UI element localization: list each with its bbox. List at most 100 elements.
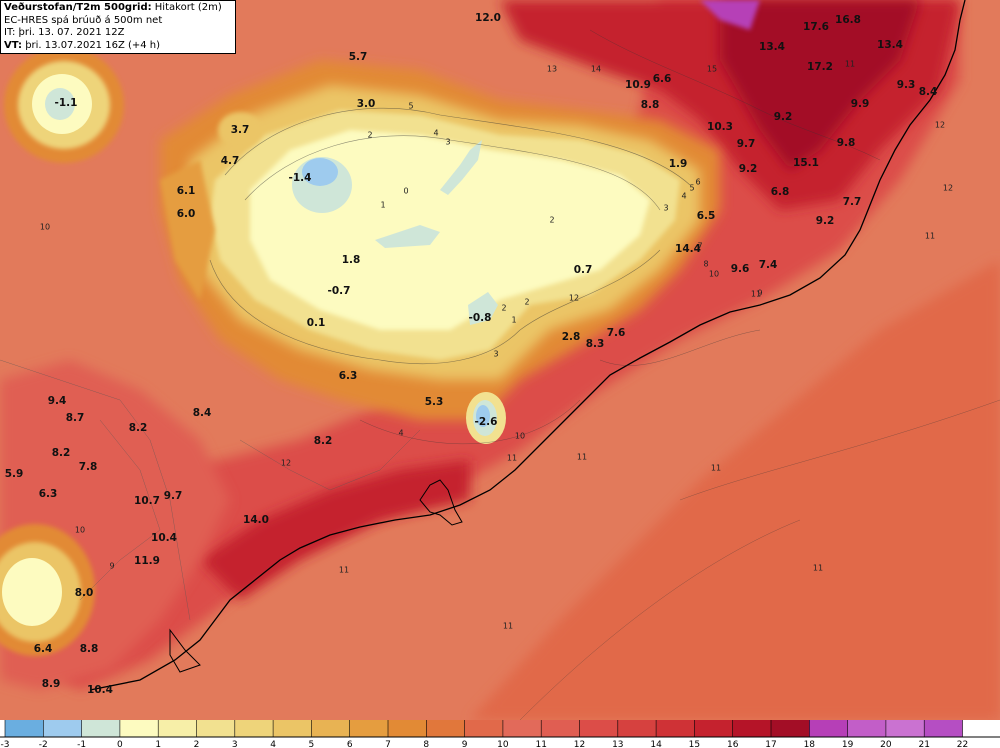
temperature-label: -0.8	[468, 312, 492, 324]
temperature-label: 8.0	[74, 587, 94, 599]
contour-label: 2	[501, 303, 507, 313]
legend-tick-label: 6	[347, 740, 353, 748]
temperature-label: 9.3	[896, 79, 916, 91]
model-line: EC-HRES spá brúuð á 500m net	[4, 14, 163, 26]
contour-label: 5	[689, 183, 695, 193]
temperature-label: 1.8	[341, 254, 361, 266]
legend-tick-label: 14	[650, 740, 662, 748]
legend-swatch	[541, 720, 580, 737]
temperature-label: 9.8	[836, 137, 856, 149]
valid-time-label: VT:	[4, 39, 23, 51]
legend-swatch	[885, 720, 925, 737]
temperature-label: 12.0	[475, 12, 501, 24]
legend-swatch	[426, 720, 465, 737]
title-bold: Veðurstofan/T2m 500grid:	[4, 2, 152, 13]
temperature-label: 8.8	[640, 99, 660, 111]
contour-label: 10	[514, 431, 526, 441]
temperature-label: 11.9	[134, 555, 160, 567]
contour-label: 10	[74, 525, 86, 535]
legend-tick-label: -3	[1, 740, 10, 748]
legend-swatch	[158, 720, 197, 737]
legend-tick-label: 8	[423, 740, 429, 748]
contour-label: 9	[109, 561, 115, 571]
temperature-label: 9.6	[730, 263, 750, 275]
temperature-label: 14.4	[675, 243, 701, 255]
legend-swatch	[5, 720, 44, 737]
temperature-label: 7.8	[78, 461, 98, 473]
legend-tick-label: 4	[270, 740, 276, 748]
contour-label: 11	[502, 621, 514, 631]
temperature-label: 7.7	[842, 196, 862, 208]
contour-label: 11	[812, 563, 824, 573]
temperature-label: 7.4	[758, 259, 778, 271]
contour-label: 10	[708, 269, 720, 279]
legend-tick-label: 18	[804, 740, 816, 748]
legend-swatch	[311, 720, 350, 737]
contour-label: 12	[568, 293, 580, 303]
temperature-label: 10.9	[625, 79, 651, 91]
temperature-label: 6.3	[338, 370, 358, 382]
contour-label: 11	[710, 463, 722, 473]
legend-swatch	[349, 720, 388, 737]
legend-swatch	[234, 720, 274, 737]
temperature-label: 8.2	[313, 435, 333, 447]
temperature-label: 17.6	[803, 21, 829, 33]
temperature-label: 8.4	[918, 86, 938, 98]
legend-tick-label: 0	[117, 740, 123, 748]
legend-swatch	[771, 720, 810, 737]
temperature-label: 5.9	[4, 468, 24, 480]
legend-swatch	[732, 720, 771, 737]
contour-label: 9	[757, 288, 763, 298]
temperature-label: -1.1	[54, 97, 78, 109]
legend-tick-label: 2	[194, 740, 200, 748]
temperature-label: 3.7	[230, 124, 250, 136]
temperature-label: -0.7	[327, 285, 351, 297]
temperature-label: 8.9	[41, 678, 61, 690]
legend-tick-label: 13	[612, 740, 623, 748]
valid-time-value: þri. 13.07.2021 16Z (+4 h)	[22, 39, 161, 51]
legend-tick-label: 1	[155, 740, 161, 748]
contour-label: 12	[280, 458, 292, 468]
temperature-label: 6.0	[176, 208, 196, 220]
contour-label: 6	[695, 177, 701, 187]
legend-tick-label: 21	[918, 740, 929, 748]
temperature-label: 8.7	[65, 412, 85, 424]
contour-label: 11	[506, 453, 518, 463]
temperature-label: 0.1	[306, 317, 326, 329]
legend-tick-label: 3	[232, 740, 238, 748]
legend-swatch	[119, 720, 159, 737]
temperature-label: 14.0	[243, 514, 269, 526]
temperature-label: 8.3	[585, 338, 605, 350]
temperature-label: 7.6	[606, 327, 626, 339]
temperature-label: 5.7	[348, 51, 368, 63]
legend-tick-label: 20	[880, 740, 892, 748]
temperature-label: 6.8	[770, 186, 790, 198]
temperature-map	[0, 0, 1000, 720]
temperature-label: 8.8	[79, 643, 99, 655]
temperature-label: 15.1	[793, 157, 819, 169]
contour-label: 12	[934, 120, 946, 130]
temperature-label: 4.7	[220, 155, 240, 167]
legend-swatch	[579, 720, 618, 737]
legend-tick-label: 7	[385, 740, 391, 748]
title-rest: Hitakort (2m)	[151, 2, 222, 13]
legend-tick-label: 16	[727, 740, 739, 748]
contour-label: 5	[408, 101, 414, 111]
temperature-label: -2.6	[474, 416, 498, 428]
legend-tick-label: 10	[497, 740, 509, 748]
temperature-label: 13.4	[759, 41, 785, 53]
contour-label: 11	[338, 565, 350, 575]
map-title: Veðurstofan/T2m 500grid: Hitakort (2m)	[4, 2, 232, 15]
legend-swatch	[81, 720, 120, 737]
contour-label: 11	[924, 231, 936, 241]
color-legend: -3 -2 -1 0 1 2 3 4 5 6 7 8 9 10 11 12 13 14 15 16 17 18 19 20 21…	[0, 720, 1000, 748]
contour-label: 8	[703, 259, 709, 269]
temperature-label: 9.9	[850, 98, 870, 110]
valid-time: VT: þri. 13.07.2021 16Z (+4 h)	[4, 40, 232, 53]
temperature-label: 9.4	[47, 395, 67, 407]
temperature-label: 10.7	[134, 495, 160, 507]
legend-tick-label: 15	[689, 740, 700, 748]
contour-label: 3	[663, 203, 669, 213]
temperature-label: 6.6	[652, 73, 672, 85]
contour-label: 11	[576, 452, 588, 462]
